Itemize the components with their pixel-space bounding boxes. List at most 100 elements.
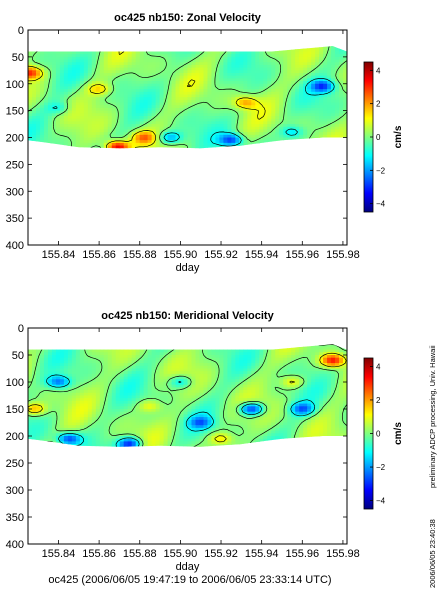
heatmap-cell [107,118,113,122]
heatmap-cell [203,73,209,77]
heatmap-cell [139,134,145,139]
heatmap-cell [267,56,272,61]
heatmap-cell [59,352,65,356]
heatmap-cell [339,126,344,131]
heatmap-cell [207,107,213,112]
heatmap-cell [251,360,256,364]
heatmap-cell [307,349,312,353]
heatmap-cell [28,51,33,55]
heatmap-cell [243,376,248,380]
heatmap-cell [243,159,248,162]
heatmap-cell [343,352,347,356]
heatmap-cell [279,379,284,383]
heatmap-cell [111,121,117,125]
heatmap-cell [251,134,256,139]
heatmap-cell [183,81,189,85]
heatmap-cell [335,344,340,345]
heatmap-cell [259,83,264,88]
heatmap-cell [167,352,173,356]
heatmap-cell [59,118,65,122]
heatmap-cell [279,360,284,364]
heatmap-cell [43,126,49,131]
heatmap-cell [139,140,145,144]
heatmap-cell [91,99,97,104]
heatmap-cell [263,148,268,149]
y-tick-label: 250 [6,159,24,171]
heatmap-cell [127,137,133,141]
heatmap-cell [315,142,320,147]
heatmap-cell [183,94,189,98]
heatmap-cell [179,344,185,345]
heatmap-cell [95,365,101,370]
heatmap-cell [35,357,41,361]
heatmap-cell [39,384,45,388]
heatmap-cell [255,148,260,149]
heatmap-cell [295,59,300,63]
heatmap-cell [47,357,53,361]
heatmap-cell [223,357,228,361]
heatmap-cell [43,46,49,47]
heatmap-cell [75,75,81,79]
heatmap-cell [95,124,101,128]
heatmap-cell [295,142,300,147]
heatmap-cell [56,162,61,165]
heatmap-cell [143,62,149,66]
heatmap-cell [231,373,236,378]
heatmap-cell [239,102,244,106]
heatmap-cell [151,371,157,375]
heatmap-cell [263,56,268,61]
heatmap-cell [175,132,181,136]
heatmap-cell [199,365,205,370]
heatmap-cell [219,89,224,93]
heatmap-cell [67,148,73,149]
heatmap-cell [147,91,153,96]
heatmap-cell [115,107,121,112]
heatmap-cell [119,102,125,106]
heatmap-cell [28,142,33,147]
heatmap-cell [239,344,244,345]
heatmap-cell [311,116,316,120]
heatmap-cell [67,46,73,47]
heatmap-cell [175,145,181,149]
heatmap-cell [223,151,228,154]
heatmap-cell [271,373,276,378]
heatmap-cell [127,86,133,90]
heatmap-cell [79,59,85,63]
heatmap-cell [87,344,93,348]
heatmap-cell [271,116,276,120]
heatmap-cell [35,137,41,141]
heatmap-cell [107,64,113,69]
heatmap-cell [47,83,53,88]
heatmap-cell [91,46,97,50]
heatmap-cell [28,132,33,136]
heatmap-cell [191,145,197,149]
heatmap-cell [79,365,85,370]
heatmap-cell [315,156,320,159]
heatmap-cell [303,94,308,98]
heatmap-cell [219,382,224,386]
heatmap-cell [267,365,272,370]
heatmap-cell [243,151,248,154]
heatmap-cell [339,379,344,383]
heatmap-cell [107,105,113,109]
heatmap-cell [291,99,296,104]
heatmap-cell [119,62,125,66]
heatmap-cell [128,154,133,157]
heatmap-cell [87,59,93,63]
heatmap-cell [87,132,93,136]
heatmap-cell [131,46,137,50]
heatmap-cell [311,73,316,77]
heatmap-cell [191,132,197,136]
heatmap-cell [111,59,117,63]
heatmap-cell [167,46,173,50]
heatmap-cell [163,344,169,348]
heatmap-cell [35,107,41,112]
heatmap-cell [135,81,141,85]
heatmap-cell [143,365,149,370]
heatmap-cell [223,59,228,63]
heatmap-cell [227,368,232,372]
heatmap-cell [155,54,161,58]
heatmap-cell [335,145,340,149]
heatmap-cell [64,162,69,165]
heatmap-cell [151,357,157,361]
